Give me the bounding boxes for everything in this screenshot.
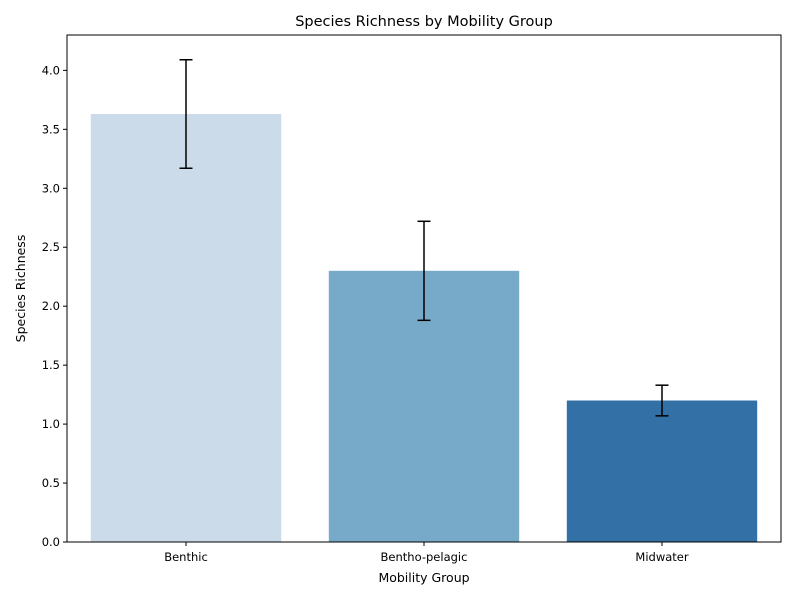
x-tick-label: Midwater xyxy=(635,550,688,564)
y-axis-ticks: 0.0 0.5 1.0 1.5 2.0 2.5 3.0 3.5 4.0 xyxy=(42,63,67,549)
bars-group xyxy=(90,113,758,542)
x-axis-label: Mobility Group xyxy=(378,570,469,585)
x-tick-label: Benthic xyxy=(164,550,208,564)
y-tick-label: 2.5 xyxy=(42,240,60,254)
error-bars-group xyxy=(179,59,669,417)
y-axis-label: Species Richness xyxy=(13,235,28,343)
error-bar xyxy=(179,59,193,169)
bar-benthic xyxy=(90,113,282,542)
y-tick-label: 2.0 xyxy=(42,299,60,313)
chart-title: Species Richness by Mobility Group xyxy=(295,14,553,30)
x-tick-label: Bentho-pelagic xyxy=(381,550,468,564)
y-tick-label: 3.5 xyxy=(42,122,60,136)
y-tick-label: 1.0 xyxy=(42,417,60,431)
y-tick-label: 0.0 xyxy=(42,535,60,549)
error-bar xyxy=(655,384,669,417)
y-tick-label: 1.5 xyxy=(42,358,60,372)
y-tick-label: 4.0 xyxy=(42,63,60,77)
x-axis-ticks: Benthic Bentho-pelagic Midwater xyxy=(164,542,689,564)
error-bar xyxy=(417,220,431,322)
y-tick-label: 3.0 xyxy=(42,181,60,195)
y-tick-label: 0.5 xyxy=(42,476,60,490)
bar-midwater xyxy=(566,400,758,542)
